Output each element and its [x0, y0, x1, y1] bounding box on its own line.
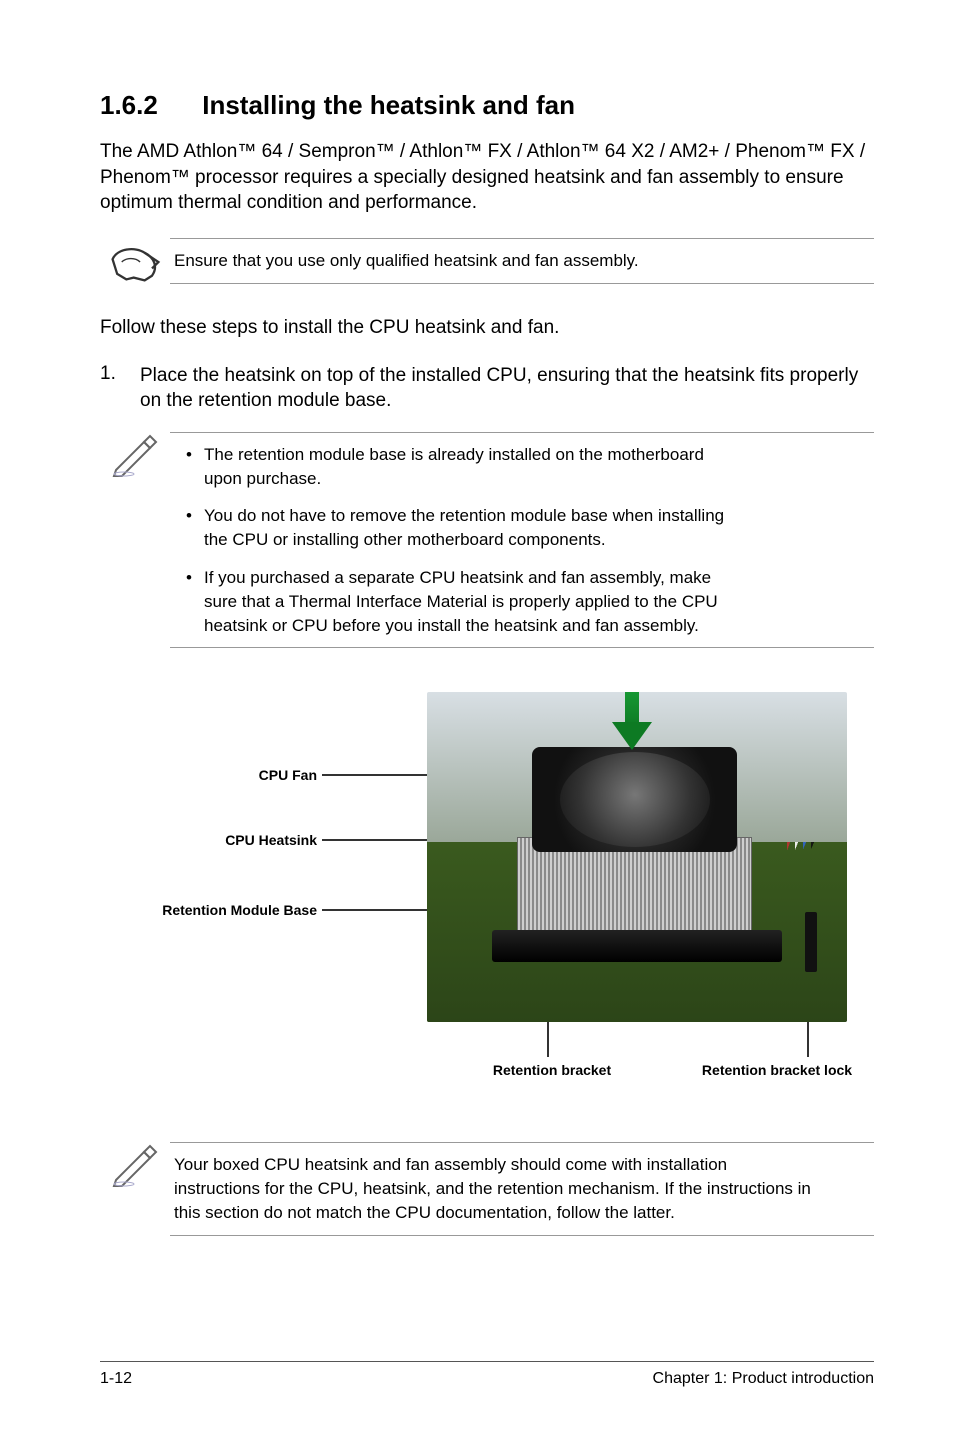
step-text: Place the heatsink on top of the install…: [140, 363, 874, 414]
page-number: 1-12: [100, 1370, 132, 1388]
bullet-item: The retention module base is already ins…: [174, 443, 734, 491]
bullet-dot: [174, 566, 204, 637]
leader-line: [807, 1022, 809, 1057]
bullet-item: If you purchased a separate CPU heatsink…: [174, 566, 734, 637]
leader-line: [322, 909, 442, 911]
chapter-title: Chapter 1: Product introduction: [653, 1370, 874, 1388]
final-note-text: Your boxed CPU heatsink and fan assembly…: [170, 1142, 874, 1235]
info-note-final: Your boxed CPU heatsink and fan assembly…: [100, 1142, 874, 1235]
bullet-text: The retention module base is already ins…: [204, 443, 734, 491]
bullet-text: You do not have to remove the retention …: [204, 504, 734, 552]
bullet-item: You do not have to remove the retention …: [174, 504, 734, 552]
pencil-icon: [100, 1142, 170, 1192]
label-retention-bracket: Retention bracket: [467, 1062, 637, 1078]
pencil-icon: [100, 432, 170, 482]
section-number: 1.6.2: [100, 90, 195, 121]
leader-line: [547, 1022, 549, 1057]
leader-line: [322, 839, 442, 841]
heatsink-photo: [427, 692, 847, 1022]
label-cpu-heatsink: CPU Heatsink: [107, 832, 317, 848]
caution-note: Ensure that you use only qualified heats…: [100, 238, 874, 291]
bullet-dot: [174, 443, 204, 491]
label-retention-base: Retention Module Base: [107, 902, 317, 918]
step-number: 1.: [100, 363, 140, 414]
section-heading: 1.6.2 Installing the heatsink and fan: [100, 90, 874, 121]
section-title-text: Installing the heatsink and fan: [202, 90, 575, 120]
intro-paragraph: The AMD Athlon™ 64 / Sempron™ / Athlon™ …: [100, 139, 874, 216]
caution-text: Ensure that you use only qualified heats…: [170, 238, 874, 284]
info-note-bullets: The retention module base is already ins…: [100, 432, 874, 649]
heatsink-diagram: CPU Fan CPU Heatsink Retention Module Ba…: [107, 672, 867, 1102]
hand-icon: [100, 238, 170, 291]
bullet-dot: [174, 504, 204, 552]
down-arrow-icon: [617, 692, 647, 752]
label-cpu-fan: CPU Fan: [107, 767, 317, 783]
step-item: 1. Place the heatsink on top of the inst…: [100, 363, 874, 414]
bullet-text: If you purchased a separate CPU heatsink…: [204, 566, 734, 637]
label-retention-lock: Retention bracket lock: [667, 1062, 887, 1078]
leader-line: [322, 774, 442, 776]
follow-steps-text: Follow these steps to install the CPU he…: [100, 315, 874, 341]
page-footer: 1-12 Chapter 1: Product introduction: [100, 1361, 874, 1388]
